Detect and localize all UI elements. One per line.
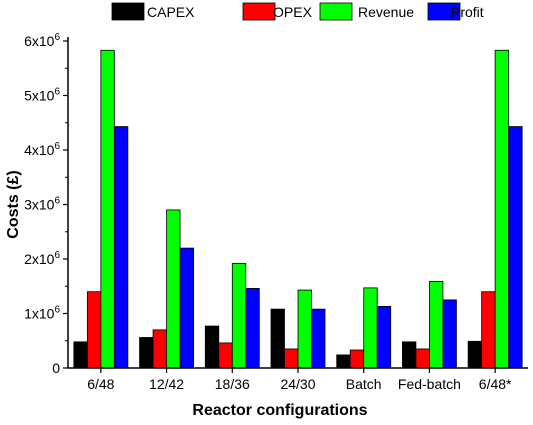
- bar-capex-2: [204, 325, 220, 369]
- bar-opex-6: [481, 291, 496, 369]
- bar-revenue-6: [494, 49, 510, 369]
- bar-profit-4: [376, 306, 392, 369]
- x-tick-label: Fed-batch: [398, 376, 461, 392]
- legend-swatch-revenue: [319, 2, 353, 21]
- bar-revenue-2: [231, 262, 247, 369]
- y-tick-label: 3x106: [24, 196, 60, 213]
- legend-swatch-profit: [427, 2, 461, 21]
- y-tick-label: 6x106: [24, 32, 60, 49]
- x-ticks: 6/48 12/42 18/36 24/30 Batch Fed-batch 6/48*: [87, 368, 512, 392]
- x-tick-label: 6/48: [87, 376, 114, 392]
- bar-profit-3: [311, 308, 326, 369]
- x-tick-label: 6/48*: [479, 376, 512, 392]
- bar-opex-0: [86, 291, 102, 369]
- bar-capex-4: [336, 354, 351, 369]
- y-tick-label: 2x106: [24, 250, 60, 267]
- y-tick-label: 4x106: [24, 141, 60, 158]
- y-tick-label: 0: [52, 360, 60, 376]
- legend-label-opex: OPEX: [273, 4, 313, 20]
- legend-label-revenue: Revenue: [358, 4, 414, 20]
- bar-profit-2: [245, 288, 260, 369]
- bar-opex-1: [152, 329, 167, 369]
- y-axis-title: Costs (£): [5, 170, 22, 238]
- legend-label-capex: CAPEX: [147, 4, 195, 20]
- bar-opex-3: [284, 348, 299, 369]
- legend: CAPEX OPEX Revenue Profit: [111, 2, 484, 21]
- bar-revenue-1: [166, 209, 181, 369]
- bar-capex-3: [270, 308, 285, 369]
- bar-revenue-5: [429, 280, 444, 369]
- bar-profit-5: [442, 299, 457, 369]
- y-tick-label: 5x106: [24, 87, 60, 104]
- y-tick-label: 1x106: [24, 305, 60, 322]
- bars: [73, 49, 523, 369]
- x-tick-label: 12/42: [149, 376, 184, 392]
- bar-capex-5: [402, 341, 417, 369]
- bar-profit-1: [179, 247, 194, 369]
- x-axis-title: Reactor configurations: [192, 402, 367, 419]
- bar-profit-6: [508, 126, 523, 369]
- bar-profit-0: [113, 126, 129, 369]
- bar-revenue-4: [363, 287, 378, 369]
- legend-label-profit: Profit: [451, 4, 484, 20]
- bar-revenue-3: [297, 289, 312, 369]
- legend-swatch-capex: [111, 2, 145, 21]
- bar-revenue-0: [100, 49, 115, 369]
- bar-opex-5: [415, 348, 430, 369]
- y-ticks: 0 1x106 2x106 3x106 4x106 5x106 6x106: [24, 32, 68, 376]
- bar-opex-4: [349, 349, 365, 369]
- legend-swatch-opex: [242, 2, 276, 21]
- x-tick-label: 24/30: [280, 376, 315, 392]
- x-tick-label: Batch: [346, 376, 382, 392]
- bar-capex-0: [73, 341, 88, 369]
- bar-capex-1: [139, 337, 154, 369]
- bar-capex-6: [467, 340, 483, 369]
- bar-opex-2: [218, 342, 233, 369]
- x-tick-label: 18/36: [215, 376, 250, 392]
